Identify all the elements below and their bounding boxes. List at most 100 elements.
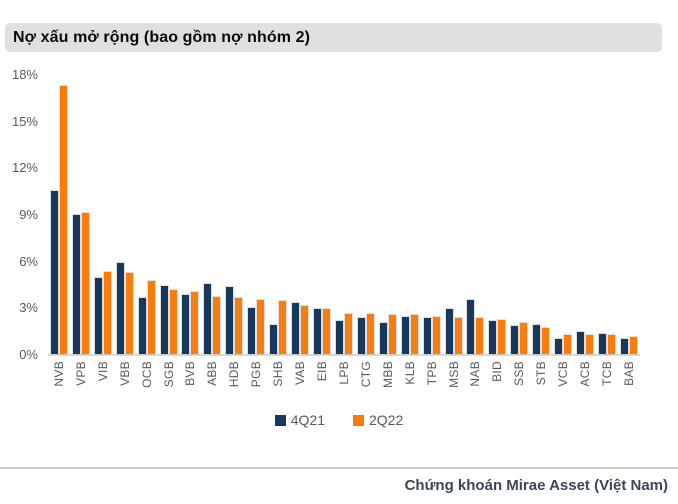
bar-2q22-shb xyxy=(279,301,287,354)
bar-4q21-ssb xyxy=(511,326,519,354)
bar-group-msb xyxy=(443,75,465,354)
x-axis-label-vib: VIB xyxy=(95,361,110,382)
legend-swatch-4q21 xyxy=(274,414,286,426)
bar-4q21-ocb xyxy=(138,298,146,354)
bar-2q22-vpb xyxy=(81,212,89,354)
bar-4q21-mbb xyxy=(379,323,387,354)
bar-group-vcb xyxy=(552,75,574,354)
bar-4q21-ctg xyxy=(357,318,365,354)
legend-label-2q22: 2Q22 xyxy=(369,412,404,428)
bar-2q22-vbb xyxy=(125,273,133,354)
bar-2q22-vcb xyxy=(564,335,572,354)
bar-group-nab xyxy=(465,75,487,354)
y-axis-tick: 6% xyxy=(19,253,38,269)
bar-4q21-bvb xyxy=(182,295,190,354)
bar-2q22-eib xyxy=(323,309,331,354)
bar-4q21-tcb xyxy=(599,333,606,354)
bar-group-ctg xyxy=(355,75,377,354)
bar-2q22-stb xyxy=(542,327,550,354)
x-axis-label-tpb: TPB xyxy=(424,361,439,386)
bar-4q21-eib xyxy=(314,309,322,354)
x-axis-label-bvb: BVB xyxy=(183,361,198,386)
bar-4q21-stb xyxy=(533,324,541,354)
bar-4q21-tpb xyxy=(423,318,431,354)
footer-source: Chứng khoán Mirae Asset (Việt Nam) xyxy=(404,477,668,494)
x-axis-label-msb: MSB xyxy=(446,361,461,388)
bar-2q22-nvb xyxy=(59,85,67,354)
x-axis-label-sgb: SGB xyxy=(161,361,176,388)
bar-4q21-hdb xyxy=(226,287,234,354)
x-axis-label-klb: KLB xyxy=(402,361,417,385)
bar-4q21-acb xyxy=(577,332,585,354)
chart-title: Nợ xấu mở rộng (bao gồm nợ nhóm 2) xyxy=(13,28,311,46)
bar-group-hdb xyxy=(223,75,245,354)
bar-group-ocb xyxy=(136,75,158,354)
y-axis-tick: 12% xyxy=(11,160,38,176)
bar-2q22-nab xyxy=(476,318,484,354)
x-axis-label-tcb: TCB xyxy=(600,361,614,386)
bar-group-bid xyxy=(486,75,508,354)
bar-2q22-lpb xyxy=(344,313,352,354)
bar-2q22-tcb xyxy=(608,335,615,354)
x-axis-label-vcb: VCB xyxy=(556,361,571,387)
x-axis-label-vab: VAB xyxy=(293,361,308,386)
bar-group-vpb xyxy=(70,75,92,354)
bar-2q22-sgb xyxy=(169,290,177,354)
bar-group-vab xyxy=(289,75,311,354)
y-axis-tick: 0% xyxy=(19,346,38,362)
y-axis-tick: 18% xyxy=(11,67,38,82)
bar-4q21-vab xyxy=(292,302,300,354)
x-axis-label-hdb: HDB xyxy=(227,361,242,388)
x-axis-label-eib: EIB xyxy=(315,361,330,382)
bar-2q22-msb xyxy=(454,318,462,354)
bar-2q22-bvb xyxy=(191,292,199,354)
legend: 4Q21 2Q22 xyxy=(0,412,678,428)
bar-4q21-vbb xyxy=(116,262,124,354)
bar-2q22-pgb xyxy=(257,299,265,354)
bar-4q21-nab xyxy=(467,299,475,354)
bar-4q21-lpb xyxy=(335,321,343,354)
chart-title-bar: Nợ xấu mở rộng (bao gồm nợ nhóm 2) xyxy=(5,23,662,52)
bar-2q22-hdb xyxy=(235,298,243,354)
bar-group-bvb xyxy=(180,75,202,354)
x-axis-label-ocb: OCB xyxy=(139,361,154,388)
x-axis-labels: NVB VPB VIB VBB OCB SGB BVB ABB HDB PGB SHB VAB EIB L… xyxy=(48,361,640,401)
x-axis-label-lpb: LPB xyxy=(336,361,351,385)
bar-group-lpb xyxy=(333,75,355,354)
bar-4q21-sgb xyxy=(160,285,168,354)
x-axis-label-nab: NAB xyxy=(468,361,483,387)
bar-group-abb xyxy=(201,75,223,354)
x-axis-label-bid: BID xyxy=(490,361,505,382)
x-axis-label-acb: ACB xyxy=(578,361,593,387)
legend-item-2q22: 2Q22 xyxy=(353,412,403,428)
x-axis-label-shb: SHB xyxy=(271,361,286,387)
legend-item-4q21: 4Q21 xyxy=(274,412,325,428)
x-axis-label-vbb: VBB xyxy=(117,361,132,386)
bar-group-stb xyxy=(530,75,552,354)
bar-group-ssb xyxy=(508,75,530,354)
bar-group-tcb xyxy=(596,75,618,354)
x-axis-label-nvb: NVB xyxy=(51,361,66,387)
bar-4q21-vcb xyxy=(555,338,563,354)
bar-2q22-vab xyxy=(301,305,309,354)
x-axis-label-mbb: MBB xyxy=(380,361,395,388)
footer-divider xyxy=(0,467,678,469)
bar-2q22-mbb xyxy=(388,315,396,354)
x-axis-label-vpb: VPB xyxy=(73,361,88,386)
bar-4q21-vpb xyxy=(72,214,80,354)
bar-2q22-tpb xyxy=(432,316,440,354)
bar-group-pgb xyxy=(245,75,267,354)
bar-2q22-acb xyxy=(586,335,594,354)
bar-4q21-nvb xyxy=(50,191,58,354)
bar-group-bab xyxy=(618,75,640,354)
bar-2q22-ocb xyxy=(147,281,155,354)
x-axis-label-ssb: SSB xyxy=(512,361,527,386)
bar-group-nvb xyxy=(48,75,70,354)
bar-2q22-bid xyxy=(498,319,506,354)
legend-label-4q21: 4Q21 xyxy=(290,412,325,428)
bar-4q21-pgb xyxy=(248,307,256,354)
bar-4q21-shb xyxy=(270,324,278,354)
bar-4q21-vib xyxy=(94,278,102,354)
bar-group-klb xyxy=(399,75,421,354)
y-axis-tick: 15% xyxy=(11,113,38,129)
